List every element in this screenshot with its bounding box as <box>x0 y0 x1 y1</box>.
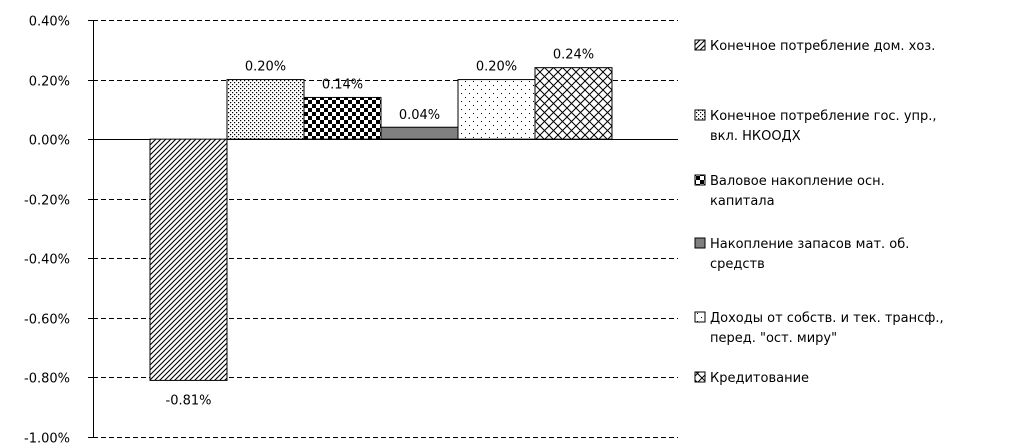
data-labels: -0.81% 0.20% 0.14% 0.04% 0.20% 0.24% <box>166 48 595 409</box>
y-axis: 0.40% 0.20% 0.00% -0.20% -0.40% -0.60% -0.80% -… <box>24 15 678 446</box>
legend-label-3: Валовое накопление осн. <box>710 174 885 189</box>
legend-swatch-2 <box>694 109 706 121</box>
y-tick-label: 0.00% <box>29 134 70 149</box>
data-label-5: 0.20% <box>476 60 517 75</box>
bar-6 <box>534 67 613 140</box>
data-label-4: 0.04% <box>399 108 440 123</box>
legend-swatch-6 <box>694 371 706 383</box>
legend-label-2: Конечное потребление гос. упр., <box>710 109 937 124</box>
data-label-6: 0.24% <box>553 48 594 63</box>
data-label-2: 0.20% <box>245 60 286 75</box>
legend-label-2: вкл. НКООДХ <box>710 129 801 144</box>
legend-label-1: Конечное потребление дом. хоз. <box>710 39 935 54</box>
y-tick-label: -1.00% <box>24 432 70 446</box>
y-tick-label: -0.80% <box>24 372 70 387</box>
legend-label-4: Накопление запасов мат. об. <box>710 237 909 252</box>
legend-label-3: капитала <box>710 194 775 209</box>
bar-5 <box>457 79 536 140</box>
legend-label-6: Кредитование <box>710 371 809 386</box>
bar-1 <box>149 138 228 381</box>
y-tick-label: -0.40% <box>24 253 70 268</box>
legend-label-5: Доходы от собств. и тек. трансф., <box>710 311 944 326</box>
legend-swatch-3 <box>694 174 706 186</box>
bar-2 <box>226 79 305 140</box>
y-tick-label: -0.60% <box>24 313 70 328</box>
y-tick-label: 0.40% <box>29 15 70 30</box>
data-label-3: 0.14% <box>322 77 363 92</box>
y-tick-label: -0.20% <box>24 194 70 209</box>
bar-3 <box>303 96 382 140</box>
legend-swatch-5 <box>694 311 706 323</box>
legend-swatch-1 <box>694 39 706 51</box>
data-label-1: -0.81% <box>166 393 212 408</box>
legend: Конечное потребление дом. хоз. Конечное п… <box>694 39 944 386</box>
legend-label-5: перед. "ост. миру" <box>710 331 837 346</box>
y-tick-label: 0.20% <box>29 75 70 90</box>
bar-4 <box>380 126 459 140</box>
legend-label-4: средств <box>710 257 765 272</box>
bars <box>149 67 613 381</box>
legend-swatch-4 <box>694 237 706 249</box>
